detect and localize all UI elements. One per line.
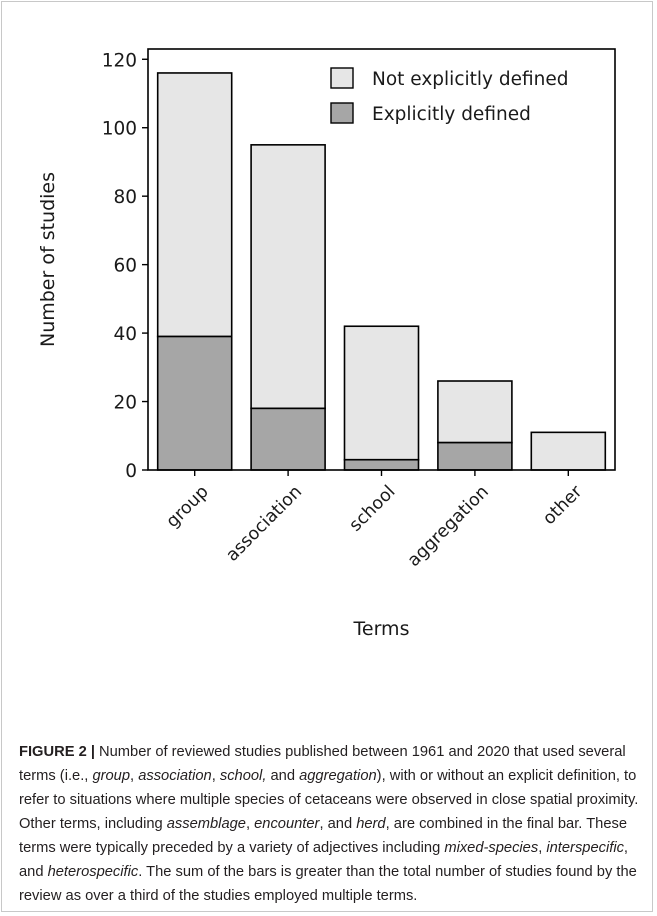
y-axis-label: Number of studies [37,172,59,347]
plot-frame [147,48,616,471]
caption-run: , [130,768,139,784]
y-tick-label: 20 [113,393,137,414]
figure-caption: FIGURE 2 | Number of reviewed studies pu… [19,740,649,908]
caption-run: , and [319,816,357,832]
caption-run: , are combined in the final bar. These t… [19,816,628,856]
y-tick-label: 120 [102,50,137,71]
caption-term: aggregation [299,768,377,784]
bar-not-explicitly-defined [530,431,607,471]
bar-not-explicitly-defined [156,72,233,338]
y-tick-label: 60 [113,256,137,277]
caption-term: assemblage [166,816,246,832]
caption-term: encounter [254,816,320,832]
bar-explicitly-defined [156,335,233,471]
y-tick-label: 80 [113,187,137,208]
x-axis-label: Terms [353,618,410,640]
x-tick-label: association [222,482,306,566]
x-tick-label: aggregation [404,482,493,571]
y-tick-label: 100 [102,119,137,140]
x-tick-label: other [539,481,587,529]
caption-run: ), with or without an explicit definitio… [19,768,639,832]
caption-term: group [92,768,131,784]
caption-run: Number of reviewed studies published bet… [19,744,626,784]
caption-term: school, [219,768,267,784]
caption-text: Number of reviewed studies published bet… [19,744,638,904]
x-tick-label: school [346,482,400,536]
bar-explicitly-defined [343,458,420,471]
legend-swatch [330,67,354,89]
caption-run: and [266,768,300,784]
caption-run: . The sum of the bars is greater than th… [19,864,637,904]
figure-label: FIGURE 2 | [19,744,95,760]
caption-run: , [538,840,547,856]
caption-term: herd [356,816,386,832]
legend-label: Explicitly defined [372,104,531,125]
caption-term: association [138,768,212,784]
bar-not-explicitly-defined [343,325,420,461]
y-tick-label: 40 [113,324,137,345]
legend-swatch [330,102,354,124]
stacked-bar-chart: group association school aggregation other 0 2… [37,48,616,640]
caption-term: mixed-species [444,840,539,856]
y-tick-label: 0 [125,461,137,482]
bar-not-explicitly-defined [250,144,326,410]
x-tick-label: group [163,482,213,532]
bar-explicitly-defined [250,407,326,471]
caption-term: interspecific [546,840,624,856]
caption-run: , and [19,840,629,880]
caption-term: heterospecific [47,864,139,880]
legend-label: Not explicitly defined [372,69,568,90]
caption-run: , [245,816,255,832]
caption-run: , [211,768,220,784]
bar-not-explicitly-defined [437,380,513,444]
bar-explicitly-defined [437,441,513,471]
